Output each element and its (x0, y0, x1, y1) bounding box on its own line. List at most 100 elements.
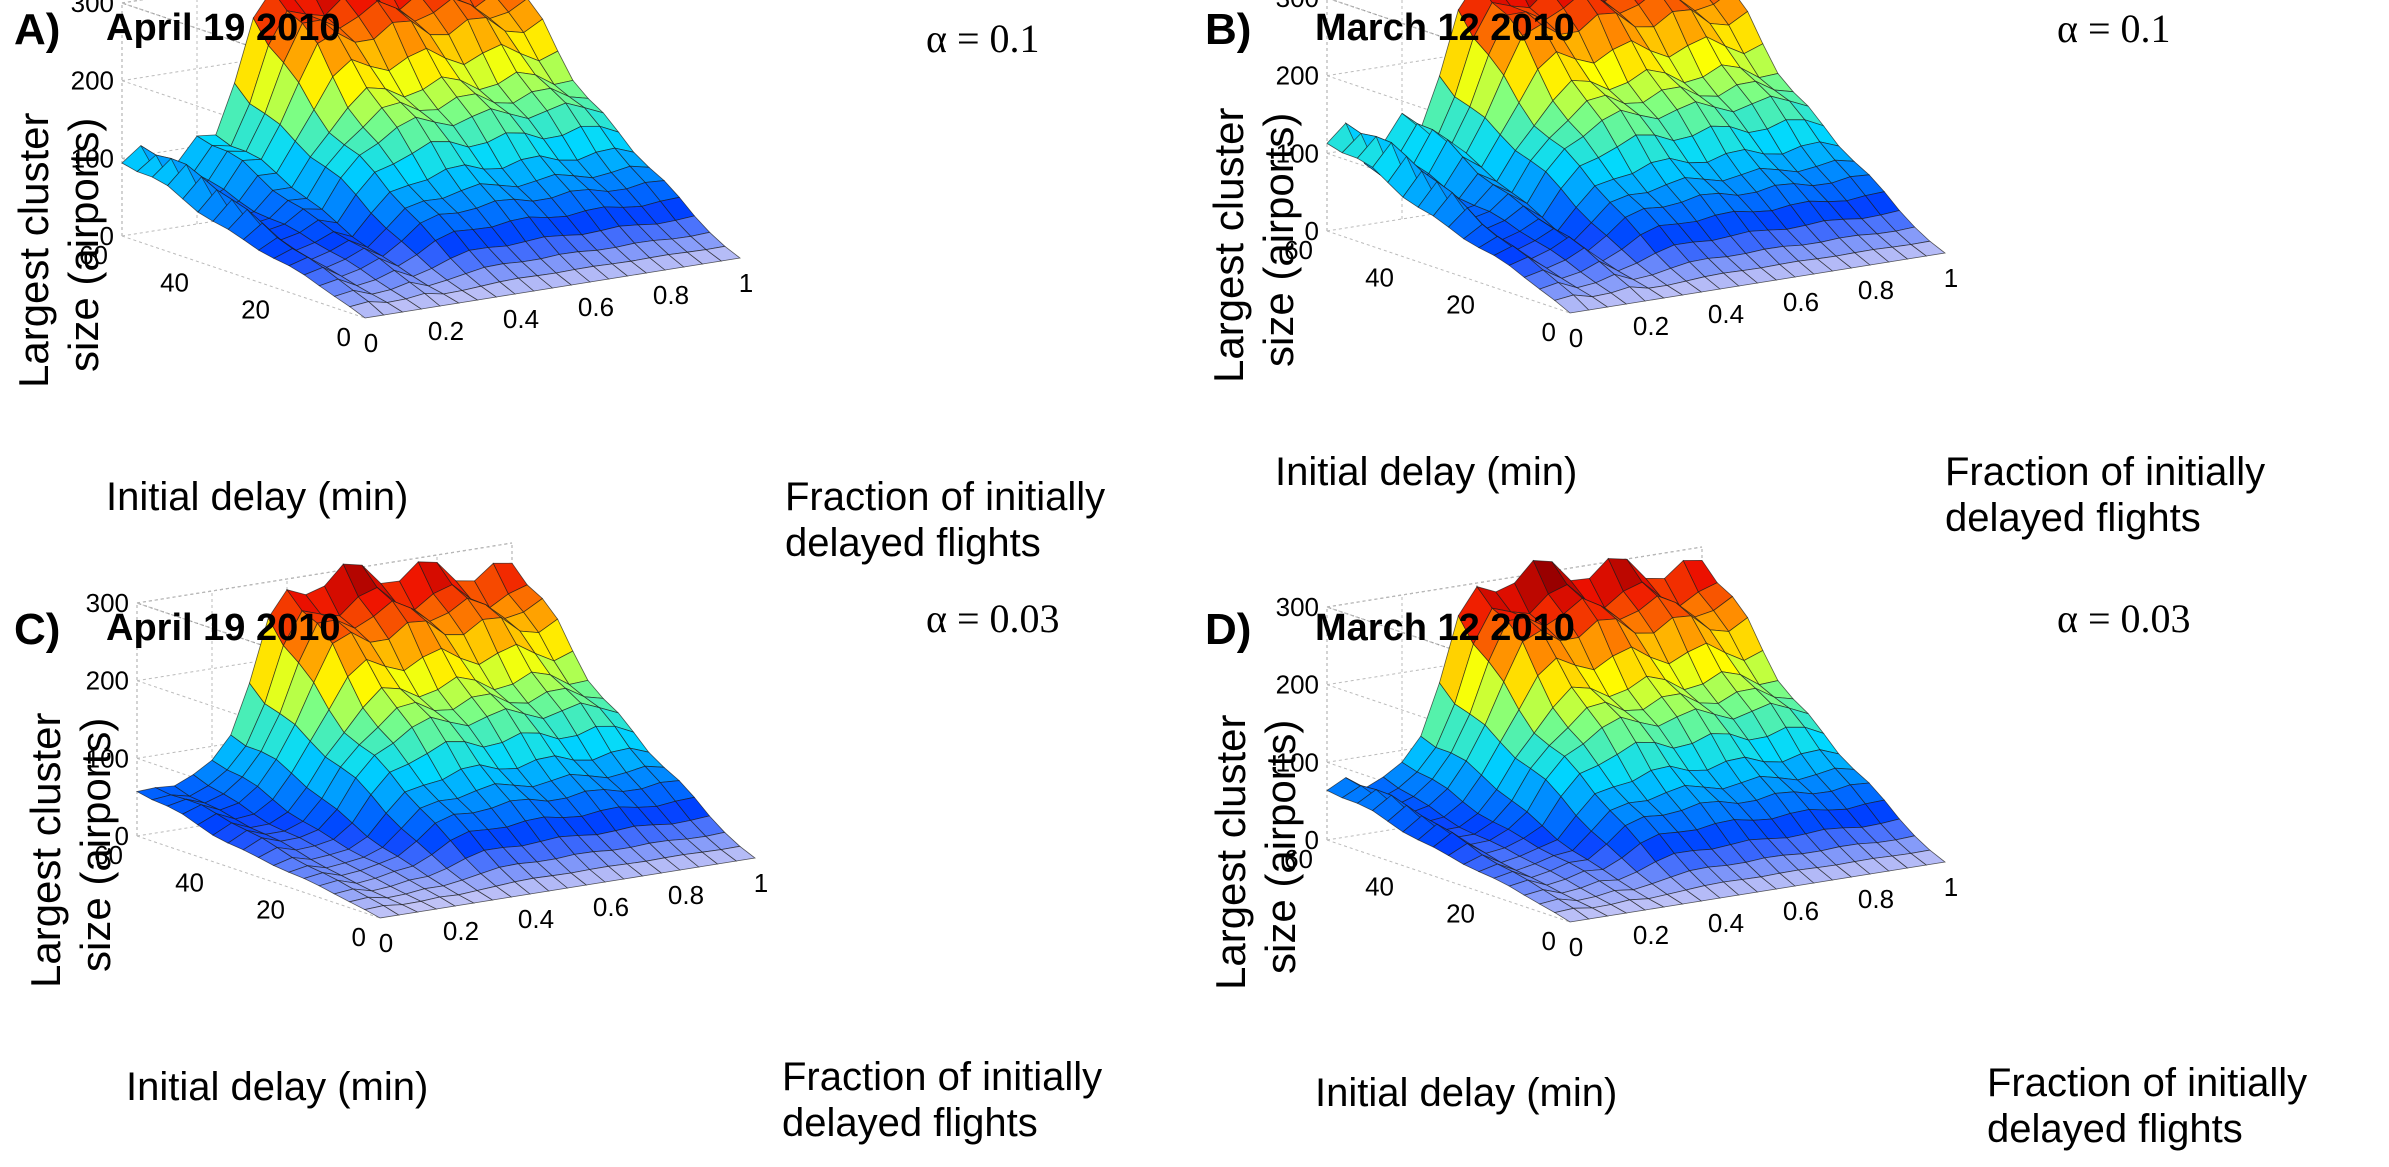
x-tick-label: 0.2 (1633, 920, 1669, 950)
x-tick-label: 0.8 (653, 280, 689, 310)
z-tick-label: 100 (86, 743, 129, 773)
panel-b-title: March 12 2010 (1315, 7, 1575, 49)
panel-c-zlabel-line-1: Largest cluster (22, 713, 69, 988)
panel-b-ylabel: Initial delay (min) (1275, 450, 1577, 494)
y-tick-label: 60 (1284, 235, 1313, 265)
panel-a-title: April 19 2010 (106, 7, 340, 49)
y-tick-label: 0 (1542, 926, 1556, 956)
surface-cell (469, 0, 486, 9)
y-tick-label: 20 (1446, 290, 1475, 320)
surface-cell (1910, 240, 1946, 257)
z-tick-label: 300 (1276, 592, 1319, 622)
panel-c-alpha: α = 0.03 (926, 596, 1060, 641)
y-tick-label: 40 (1365, 871, 1394, 901)
x-tick-label: 1 (1944, 263, 1958, 293)
x-tick-label: 1 (754, 868, 768, 898)
panel-d-letter: D) (1205, 605, 1251, 654)
x-tick-label: 0.8 (668, 880, 704, 910)
x-tick-label: 0 (1569, 323, 1583, 353)
panel-d-title: March 12 2010 (1315, 607, 1575, 649)
side-grid-line (1326, 606, 1571, 690)
panel-c-letter: C) (14, 605, 60, 654)
z-tick-label: 0 (115, 821, 129, 851)
panel-c-surface (135, 542, 756, 919)
z-tick-label: 0 (1305, 825, 1319, 855)
panel-d-xlabel-line-1: Fraction of initially (1987, 1061, 2307, 1105)
x-tick-label: 0.4 (518, 904, 554, 934)
x-tick-label: 0.6 (593, 892, 629, 922)
panel-a-ylabel: Initial delay (min) (106, 475, 408, 519)
surface-cell (1709, 0, 1721, 5)
panel-b-xlabel-line-2: delayed flights (1945, 496, 2201, 540)
surface-cell (1556, 0, 1575, 9)
x-tick-label: 0.4 (1708, 299, 1744, 329)
x-tick-label: 1 (1944, 872, 1958, 902)
y-tick-label: 20 (256, 895, 285, 925)
side-grid-line (136, 835, 381, 919)
side-grid-line (121, 2, 366, 86)
z-tick-label: 200 (1276, 670, 1319, 700)
x-tick-label: 0.6 (1783, 896, 1819, 926)
panel-b-zlabel-line-1: Largest cluster (1205, 108, 1252, 383)
panel-b-xlabel-line-1: Fraction of initially (1945, 450, 2265, 494)
panel-d-zlabel-line-2: size (airports) (1257, 720, 1304, 974)
side-grid-line (121, 235, 366, 319)
panel-c-xlabel-line-2: delayed flights (782, 1101, 1038, 1145)
surface-cell (705, 245, 741, 262)
z-tick-label: 100 (1276, 138, 1319, 168)
z-tick-label: 200 (1276, 61, 1319, 91)
panel-b-alpha: α = 0.1 (2057, 6, 2171, 51)
panel-d-alpha: α = 0.03 (2057, 596, 2191, 641)
panel-d-ylabel: Initial delay (min) (1315, 1071, 1617, 1115)
y-tick-label: 60 (94, 840, 123, 870)
panel-b-surface (1326, 0, 1946, 314)
z-tick-label: 0 (1305, 216, 1319, 246)
panel-a-letter: A) (14, 5, 60, 54)
x-tick-label: 0 (1569, 932, 1583, 962)
z-tick-label: 200 (71, 66, 114, 96)
y-tick-label: 40 (160, 267, 189, 297)
surface-cell (1634, 0, 1646, 6)
x-tick-label: 0 (364, 328, 378, 358)
y-tick-label: 20 (241, 295, 270, 325)
z-tick-label: 300 (1276, 0, 1319, 13)
z-tick-label: 100 (71, 143, 114, 173)
panel-a-zlabel-line-1: Largest cluster (10, 113, 57, 388)
z-tick-label: 200 (86, 666, 129, 696)
panel-d-zlabel-line-1: Largest cluster (1207, 715, 1254, 990)
panel-c-xlabel-line-1: Fraction of initially (782, 1055, 1102, 1099)
side-grid-line (1326, 230, 1571, 314)
x-tick-label: 0.8 (1858, 275, 1894, 305)
panel-a-alpha: α = 0.1 (926, 16, 1040, 61)
y-tick-label: 60 (79, 240, 108, 270)
x-tick-label: 0.4 (1708, 908, 1744, 938)
x-tick-label: 0.8 (1858, 884, 1894, 914)
x-tick-label: 0 (379, 928, 393, 958)
z-tick-label: 0 (100, 221, 114, 251)
panel-a-surface (121, 0, 741, 319)
z-tick-label: 300 (71, 0, 114, 18)
y-tick-label: 0 (337, 322, 351, 352)
x-tick-label: 0.4 (503, 304, 539, 334)
surface-cell (394, 0, 412, 11)
panel-d-xlabel-line-2: delayed flights (1987, 1107, 2243, 1151)
surface-cell (1910, 849, 1946, 866)
x-tick-label: 0.2 (1633, 311, 1669, 341)
x-tick-label: 0.6 (1783, 287, 1819, 317)
surface-cell (720, 845, 756, 862)
side-grid-line (1326, 839, 1571, 923)
x-tick-label: 0.6 (578, 292, 614, 322)
z-tick-label: 300 (86, 588, 129, 618)
y-tick-label: 40 (175, 867, 204, 897)
panel-c-ylabel: Initial delay (min) (126, 1065, 428, 1109)
panel-b-zlabel-line-2: size (airports) (1255, 113, 1302, 367)
side-grid-line (1331, 0, 1571, 81)
x-tick-label: 0.2 (428, 316, 464, 346)
